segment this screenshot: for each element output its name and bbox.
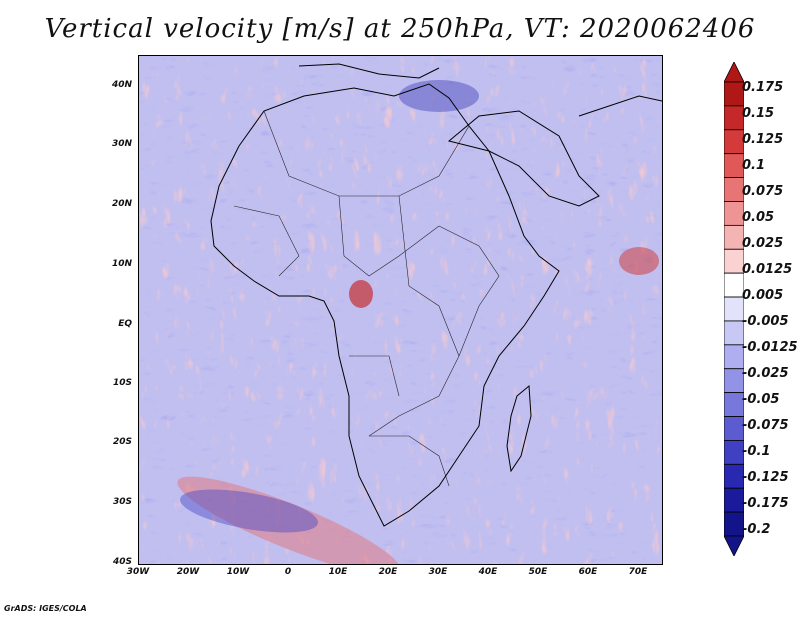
colorbar-label: 0.0125 xyxy=(742,262,793,277)
lon-tick-label: 30E xyxy=(428,567,448,577)
colorbar-min-arrow xyxy=(724,535,744,556)
lat-tick-label: 20N xyxy=(111,199,132,209)
colorbar-cell xyxy=(724,81,744,107)
footer-credit: GrADS: IGES/COLA xyxy=(4,604,87,613)
lon-tick-label: 40E xyxy=(478,567,498,577)
colorbar-cell xyxy=(724,129,744,155)
vertical-velocity-field xyxy=(139,56,662,564)
lat-tick-label: 40S xyxy=(112,557,132,567)
colorbar-cell xyxy=(724,272,744,298)
colorbar-cell xyxy=(724,201,744,226)
colorbar-cell xyxy=(724,248,744,274)
colorbar-cell xyxy=(724,392,744,417)
colorbar-cell xyxy=(724,344,744,370)
colorbar-cell xyxy=(724,416,744,441)
colorbar-max-arrow xyxy=(724,62,744,83)
lon-tick-label: 20W xyxy=(176,567,200,577)
lon-tick-label: 0 xyxy=(284,567,292,577)
lat-tick-label: 10N xyxy=(111,259,132,269)
colorbar-label: 0.125 xyxy=(742,132,784,147)
lon-tick-label: 30W xyxy=(126,567,150,577)
colorbar-label: 0.1 xyxy=(742,158,766,173)
colorbar-cell xyxy=(724,487,744,513)
chart-title: Vertical velocity [m/s] at 250hPa, VT: 2… xyxy=(44,14,756,44)
coastline xyxy=(210,63,662,527)
colorbar-label: 0.025 xyxy=(742,236,784,251)
colorbar-label: -0.175 xyxy=(742,496,789,511)
colorbar-cell xyxy=(724,463,744,489)
colorbar-label: 0.05 xyxy=(742,210,775,225)
map-plot-area xyxy=(138,55,663,565)
colorbar-label: 0.075 xyxy=(742,184,784,199)
colorbar-cell xyxy=(724,177,744,202)
lat-tick-label: 20S xyxy=(112,437,132,447)
lat-tick-label: 30N xyxy=(111,139,132,149)
colorbar-label: -0.2 xyxy=(742,522,771,537)
colorbar-label: -0.125 xyxy=(742,470,789,485)
colorbar-label: 0.15 xyxy=(742,106,775,121)
colorbar-cell xyxy=(724,368,744,394)
colorbar-label: 0.005 xyxy=(742,288,784,303)
colorbar-cell xyxy=(724,224,744,250)
colorbar-label: 0.175 xyxy=(742,80,784,95)
colorbar-cell xyxy=(724,296,744,322)
country-borders xyxy=(233,110,500,487)
lat-tick-label: 40N xyxy=(111,80,132,90)
colorbar-cell xyxy=(724,105,744,131)
lon-tick-label: 60E xyxy=(578,567,598,577)
lon-tick-label: 70E xyxy=(628,567,648,577)
colorbar-label: -0.075 xyxy=(742,418,789,433)
colorbar-cell xyxy=(724,511,744,537)
colorbar-label: -0.005 xyxy=(742,314,789,329)
colorbar-cell xyxy=(724,153,744,178)
lat-tick-label: 30S xyxy=(112,497,132,507)
lon-tick-label: 50E xyxy=(528,567,548,577)
lon-tick-label: 10W xyxy=(226,567,250,577)
colorbar xyxy=(724,62,744,556)
lat-tick-label: EQ xyxy=(118,319,132,329)
lon-tick-label: 20E xyxy=(378,567,398,577)
lon-tick-label: 10E xyxy=(328,567,348,577)
colorbar-cell xyxy=(724,440,744,465)
colorbar-label: -0.0125 xyxy=(742,340,798,355)
colorbar-cell xyxy=(724,320,744,346)
colorbar-label: -0.05 xyxy=(742,392,780,407)
lat-tick-label: 10S xyxy=(112,378,132,388)
colorbar-label: -0.1 xyxy=(742,444,771,459)
colorbar-label: -0.025 xyxy=(742,366,789,381)
